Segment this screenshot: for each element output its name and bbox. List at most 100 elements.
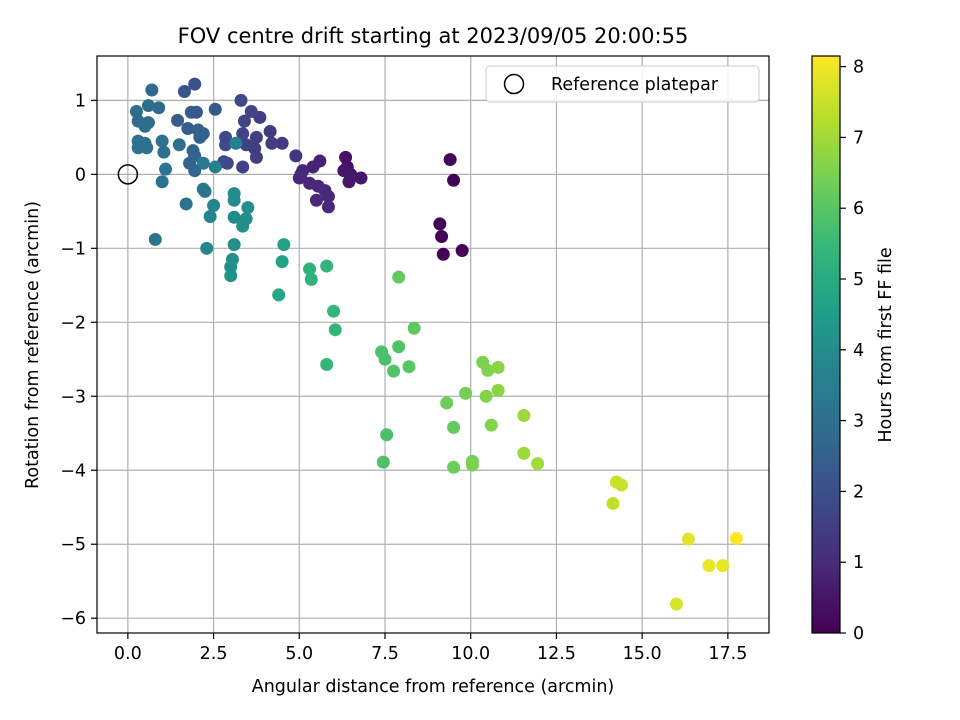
legend-marker-icon (503, 73, 525, 95)
data-point (263, 124, 277, 138)
data-point (179, 197, 193, 211)
data-point (304, 272, 318, 286)
data-point (236, 219, 250, 233)
y-tick-label: 0 (75, 165, 86, 185)
data-point (236, 160, 250, 174)
data-points (129, 77, 743, 611)
data-point (145, 83, 159, 97)
data-point (141, 99, 155, 113)
data-point (244, 104, 258, 118)
colorbar-tick-label: 2 (853, 482, 864, 502)
data-point (447, 460, 461, 474)
data-point (433, 217, 447, 231)
data-point (241, 201, 255, 215)
colorbar-tick-label: 0 (853, 624, 864, 644)
y-tick-label: −2 (60, 313, 86, 333)
legend-label: Reference platepar (551, 75, 719, 95)
data-point (354, 171, 368, 185)
colorbar-tick-label: 8 (853, 58, 864, 78)
data-point (200, 241, 214, 255)
colorbar-tick-label: 6 (853, 199, 864, 219)
colorbar-tick-label: 3 (853, 412, 864, 432)
data-point (606, 497, 620, 511)
data-point (227, 238, 241, 252)
data-point (138, 119, 152, 133)
colorbar-tick-label: 4 (853, 341, 864, 361)
data-point (140, 141, 154, 155)
data-point (237, 114, 251, 128)
data-point (236, 127, 250, 141)
data-point (229, 136, 243, 150)
data-point (681, 532, 695, 546)
data-point (729, 531, 743, 545)
colorbar-label: Hours from first FF file (876, 247, 896, 442)
x-tick-label: 12.5 (537, 644, 576, 664)
data-point (188, 164, 202, 178)
data-point (481, 363, 495, 377)
data-point (189, 105, 203, 119)
data-point (517, 446, 531, 460)
y-tick-label: −6 (60, 609, 86, 629)
data-point (402, 360, 416, 374)
y-tick-label: −1 (60, 239, 86, 259)
data-point (447, 173, 461, 187)
data-point (321, 200, 335, 214)
data-point (188, 77, 202, 91)
data-point (196, 156, 210, 170)
data-point (465, 458, 479, 472)
data-point (392, 340, 406, 354)
data-point (320, 259, 334, 273)
colorbar-gradient (811, 55, 841, 634)
data-point (517, 409, 531, 423)
data-point (716, 559, 730, 573)
colorbar-ticks: 0 1 2 3 4 5 6 7 8 (840, 58, 864, 644)
data-point (380, 428, 394, 442)
legend: Reference platepar (485, 65, 760, 103)
data-point (339, 150, 353, 164)
data-point (177, 85, 191, 99)
data-point (148, 232, 162, 246)
colorbar-tick-label: 5 (853, 270, 864, 290)
y-tick-label: −5 (60, 535, 86, 555)
data-point (376, 455, 390, 469)
y-tick-label: −3 (60, 387, 86, 407)
y-tick-label: −4 (60, 461, 86, 481)
x-tick-label: 15.0 (623, 644, 662, 664)
data-point (208, 160, 222, 174)
x-tick-label: 10.0 (451, 644, 490, 664)
x-tick-label: 17.5 (708, 644, 747, 664)
data-point (227, 210, 241, 224)
data-point (435, 229, 449, 243)
data-point (275, 136, 289, 150)
data-point (309, 193, 323, 207)
data-point (479, 389, 493, 403)
data-point (239, 138, 253, 152)
data-point (294, 167, 308, 181)
data-point (531, 457, 545, 471)
data-point (407, 321, 421, 335)
chart-title: FOV centre drift starting at 2023/09/05 … (178, 24, 689, 48)
data-point (447, 420, 461, 434)
data-point (669, 597, 683, 611)
data-point (265, 136, 279, 150)
data-point (342, 175, 356, 189)
axis-ticks: 0.0 2.5 5.0 7.5 10.0 12.5 15.0 17.5 1 0 −1 −2 −3 −4 −5… (60, 91, 747, 664)
plot-frame (96, 55, 770, 634)
data-point (193, 130, 207, 144)
data-point (172, 138, 186, 152)
data-point (208, 102, 222, 116)
data-point (219, 138, 233, 152)
data-point (436, 247, 450, 261)
legend-box (485, 65, 760, 103)
data-point (443, 153, 457, 167)
data-point (224, 269, 238, 283)
data-point (129, 104, 143, 118)
x-tick-label: 5.0 (285, 644, 313, 664)
data-point (155, 175, 169, 189)
data-point (378, 352, 392, 366)
data-point (455, 244, 469, 258)
data-point (227, 193, 241, 207)
data-point (328, 323, 342, 337)
data-point (157, 145, 171, 159)
